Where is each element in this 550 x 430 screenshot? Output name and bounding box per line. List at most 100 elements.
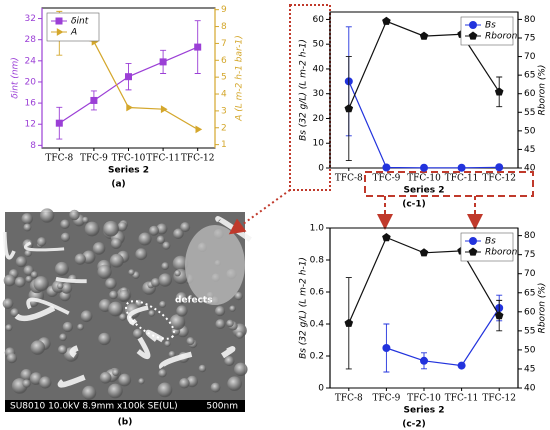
x-tick-label: TFC-10 bbox=[112, 154, 146, 164]
sem-grain bbox=[227, 376, 242, 391]
sem-grain bbox=[82, 216, 89, 224]
sem-grain bbox=[3, 274, 16, 287]
data-point bbox=[419, 248, 429, 257]
data-point bbox=[55, 119, 63, 127]
sem-grain bbox=[61, 282, 73, 294]
panel-label: (a) bbox=[111, 180, 125, 190]
y2-axis-label: Rboron (%) bbox=[538, 65, 548, 116]
sem-ridge bbox=[215, 216, 252, 242]
sem-grain bbox=[226, 319, 234, 328]
sem-ridge bbox=[26, 297, 70, 315]
panel-label: (c-2) bbox=[402, 420, 426, 430]
sem-grain bbox=[198, 364, 207, 373]
x-tick-label: TFC-10 bbox=[407, 394, 441, 404]
sem-grain bbox=[229, 305, 236, 312]
y-tick-label: 24 bbox=[25, 56, 37, 66]
sem-grain bbox=[108, 301, 124, 317]
sem-grain bbox=[118, 289, 131, 302]
sem-grain bbox=[215, 319, 226, 330]
y-tick-label: 1.0 bbox=[310, 224, 325, 234]
y2-tick-label: 2 bbox=[221, 123, 227, 133]
data-point bbox=[420, 356, 428, 365]
sem-grain bbox=[109, 253, 124, 268]
data-point bbox=[457, 163, 466, 172]
y2-tick-label: 55 bbox=[524, 108, 535, 118]
x-tick-label: TFC-11 bbox=[445, 174, 479, 184]
sem-grain bbox=[162, 241, 171, 250]
y-tick-label: 0.2 bbox=[310, 352, 324, 362]
y2-tick-label: 75 bbox=[524, 250, 535, 260]
data-point bbox=[90, 96, 98, 104]
sem-grain bbox=[148, 310, 156, 317]
data-point bbox=[160, 105, 168, 114]
data-point bbox=[194, 43, 202, 51]
sem-grain bbox=[2, 298, 14, 309]
sem-grain bbox=[210, 382, 221, 393]
sem-grain bbox=[169, 314, 186, 330]
y2-tick-label: 40 bbox=[524, 384, 536, 394]
sem-grain bbox=[173, 228, 184, 240]
x-tick-label: TFC-12 bbox=[482, 394, 516, 404]
legend-label: Bs bbox=[485, 21, 496, 31]
panel-label: (c-1) bbox=[402, 200, 426, 210]
legend-label: Rboron bbox=[485, 32, 518, 42]
x-tick-label: TFC-9 bbox=[372, 394, 400, 404]
y-tick-label: 60 bbox=[313, 15, 325, 25]
sem-grain bbox=[74, 253, 86, 265]
sem-grain bbox=[180, 222, 191, 233]
data-point bbox=[126, 103, 133, 112]
y-tick-label: 0.6 bbox=[310, 288, 325, 298]
sem-grain bbox=[159, 300, 167, 308]
sem-grain bbox=[214, 306, 226, 317]
sem-grain bbox=[69, 209, 80, 221]
sem-grain bbox=[60, 232, 71, 242]
sem-grain bbox=[37, 237, 47, 247]
data-point bbox=[494, 87, 504, 96]
x-tick-label: TFC-11 bbox=[445, 394, 479, 404]
sem-grain bbox=[174, 270, 181, 277]
sem-grain bbox=[10, 308, 20, 318]
legend-marker bbox=[55, 17, 63, 25]
sem-ridge bbox=[14, 305, 56, 322]
y2-tick-label: 9 bbox=[221, 5, 227, 15]
sem-grain bbox=[135, 248, 148, 261]
y-tick-label: 0.8 bbox=[310, 256, 325, 266]
sem-grain bbox=[57, 345, 68, 355]
sem-grain bbox=[14, 276, 26, 288]
data-point bbox=[195, 125, 203, 134]
sem-grain bbox=[30, 271, 38, 279]
y-tick-label: 12 bbox=[25, 120, 36, 130]
x-tick-label: TFC-8 bbox=[335, 394, 363, 404]
sem-grain bbox=[176, 305, 188, 317]
sem-grain bbox=[60, 219, 70, 230]
sem-film bbox=[185, 225, 245, 305]
x-axis-label: Series 2 bbox=[404, 186, 445, 196]
sem-grain bbox=[138, 232, 152, 246]
sem-grain bbox=[33, 276, 49, 292]
sem-grain bbox=[97, 264, 112, 279]
y2-tick-label: 5 bbox=[221, 73, 227, 83]
y2-tick-label: 60 bbox=[524, 89, 536, 99]
y-tick-label: 0 bbox=[318, 384, 324, 394]
series-line bbox=[348, 81, 500, 169]
sem-grain bbox=[112, 369, 120, 377]
y-tick-label: 20 bbox=[25, 77, 37, 87]
y-tick-label: 16 bbox=[25, 99, 37, 109]
data-point bbox=[382, 16, 391, 25]
y-tick-label: 50 bbox=[313, 40, 325, 50]
y-axis-label: Bs (32 g/L) (L m-2 h-1) bbox=[299, 257, 309, 359]
data-point bbox=[382, 163, 391, 172]
sem-grain bbox=[117, 221, 128, 232]
arrow bbox=[228, 189, 291, 235]
y2-tick-label: 50 bbox=[524, 126, 536, 136]
legend-marker bbox=[469, 21, 477, 29]
sem-grain bbox=[109, 290, 118, 300]
sem-grain bbox=[22, 379, 31, 388]
sem-grain bbox=[105, 277, 117, 290]
y2-tick-label: 6 bbox=[221, 56, 227, 66]
x-tick-label: TFC-10 bbox=[407, 174, 441, 184]
legend-label: A bbox=[70, 28, 77, 38]
x-axis-label: Series 2 bbox=[404, 406, 445, 416]
y-tick-label: 32 bbox=[25, 14, 36, 24]
sem-grain bbox=[77, 323, 84, 331]
